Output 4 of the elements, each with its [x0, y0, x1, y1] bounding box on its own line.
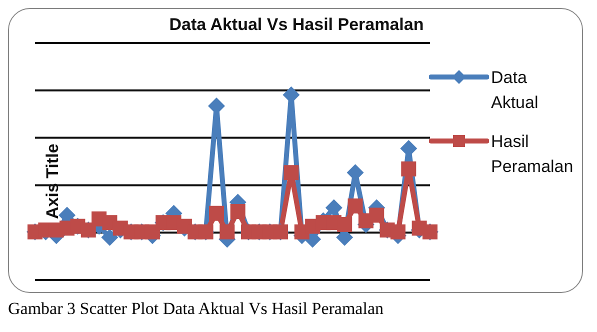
text: Gambar 3 Scatter Plot Data Aktual Vs Hasil Peramalan — [8, 299, 384, 319]
chart-title: Data Aktual Vs Hasil Peramalan — [166, 15, 427, 34]
legend-label: Data Aktual — [491, 67, 540, 114]
legend-label: Hasil Peramalan — [491, 131, 574, 178]
